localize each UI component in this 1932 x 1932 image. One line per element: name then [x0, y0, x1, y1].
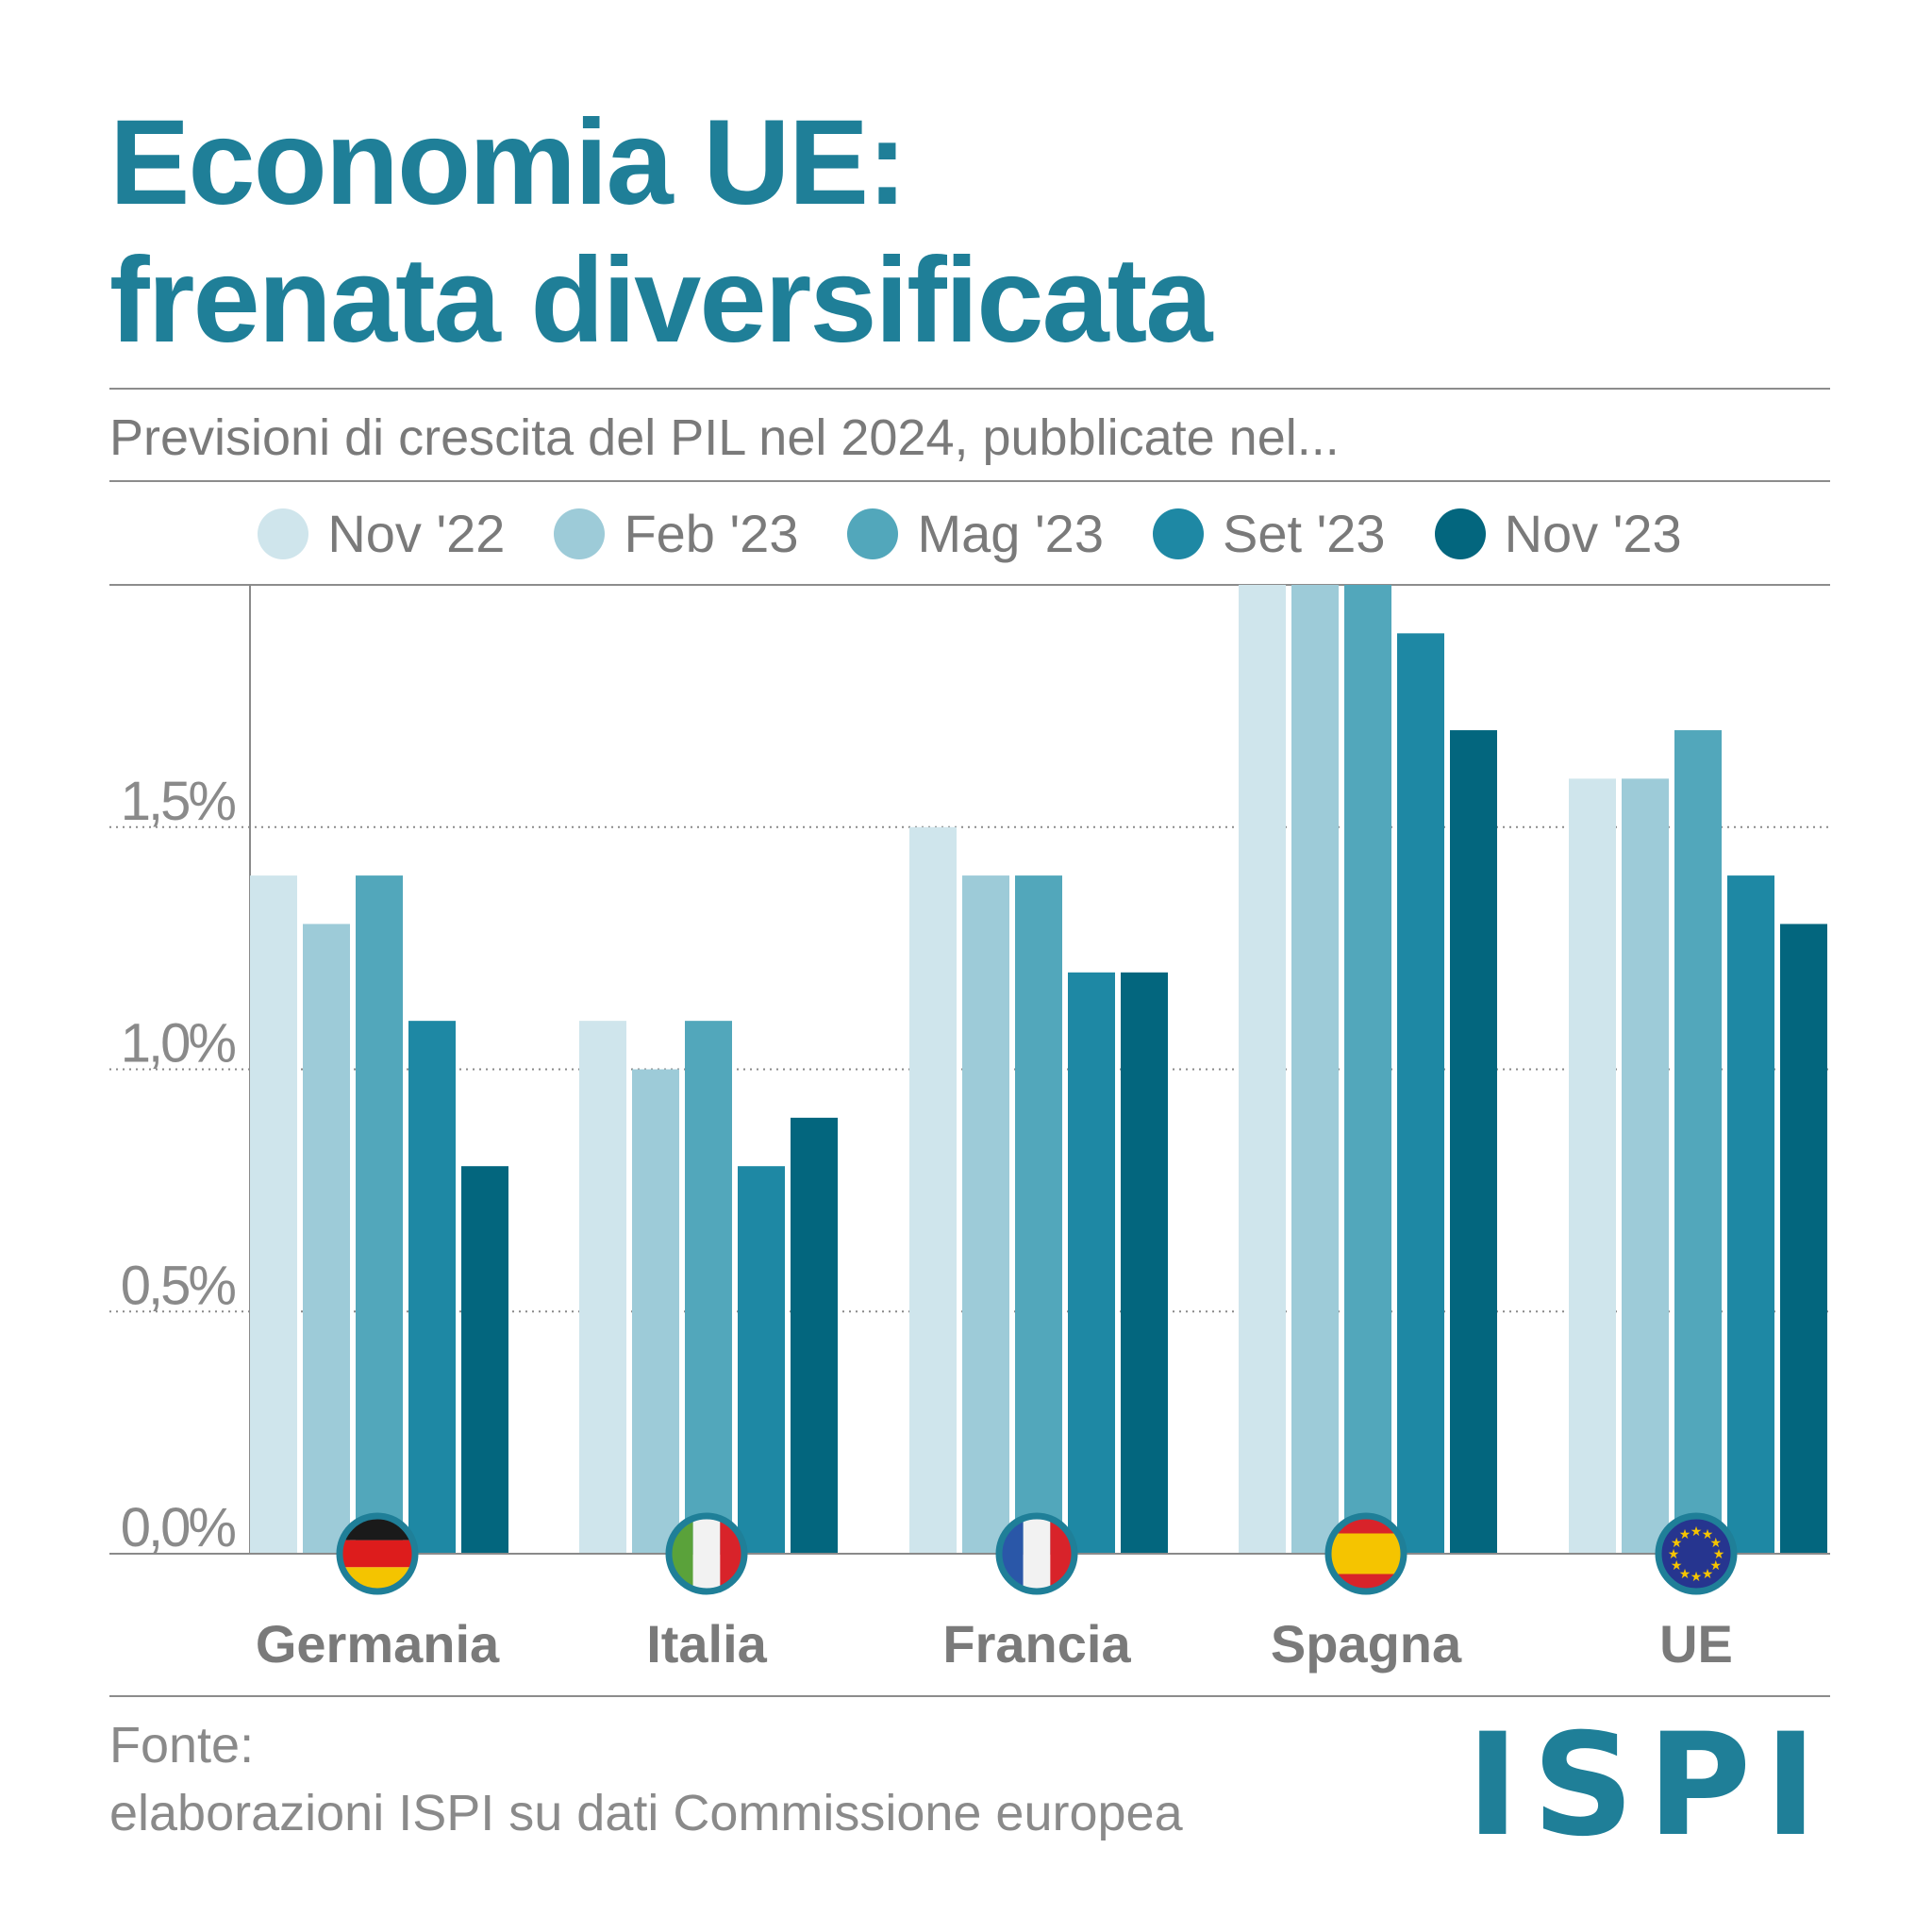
svg-text:★: ★ [1710, 1536, 1723, 1551]
svg-text:★: ★ [1679, 1527, 1691, 1542]
legend-item-mag23: Mag '23 [847, 504, 1104, 564]
bar [909, 826, 957, 1554]
category-label: Spagna [1271, 1614, 1462, 1674]
divider-subtitle [109, 480, 1830, 482]
svg-text:★: ★ [1690, 1570, 1703, 1585]
title-line-1: Economia UE: [109, 95, 908, 230]
source-label: Fonte: [109, 1717, 255, 1774]
bar [1397, 633, 1444, 1554]
legend-dot-icon [1152, 508, 1204, 559]
bar [1015, 875, 1062, 1554]
italy-flag-icon [665, 1512, 748, 1595]
legend-label: Nov '23 [1504, 504, 1682, 563]
legend-dot-icon [554, 508, 606, 559]
legend-label: Set '23 [1222, 504, 1386, 563]
y-tick-label: 1,0% [121, 1013, 236, 1074]
svg-text:★: ★ [1710, 1558, 1723, 1574]
svg-text:★: ★ [1702, 1567, 1714, 1582]
source-text: elaborazioni ISPI su dati Commissione eu… [109, 1785, 1183, 1841]
bar [1674, 730, 1722, 1554]
bar [962, 875, 1009, 1554]
svg-text:★: ★ [1671, 1536, 1683, 1551]
legend: Nov '22 Feb '23 Mag '23 Set '23 Nov '23 [109, 498, 1830, 570]
bar [1239, 585, 1286, 1554]
bar-chart: 0,0% 0,5% 1,0% 1,5% Germania Italia Francia Spa… [109, 585, 1830, 1674]
divider-top [109, 388, 1830, 390]
title-line-2: frenata diversificata [109, 233, 1212, 368]
bar [1780, 924, 1827, 1554]
bar [685, 1021, 732, 1554]
legend-dot-icon [1434, 508, 1486, 559]
svg-text:★: ★ [1690, 1524, 1703, 1540]
legend-label: Nov '22 [327, 504, 506, 563]
eu-flag-icon: ★★★★★★★★★ ★ ★★ [1655, 1512, 1738, 1595]
germany-flag-icon [336, 1512, 419, 1595]
bar [791, 1117, 838, 1554]
bar [1344, 585, 1391, 1554]
spain-flag-icon [1324, 1512, 1407, 1595]
france-flag-icon [995, 1512, 1078, 1595]
y-tick-label: 0,0% [121, 1497, 236, 1558]
bar [1291, 585, 1339, 1554]
bar [356, 875, 403, 1554]
y-tick-label: 1,5% [121, 771, 236, 832]
legend-item-set23: Set '23 [1152, 504, 1386, 564]
bar [579, 1021, 626, 1554]
bar [1450, 730, 1497, 1554]
y-tick-label: 0,5% [121, 1255, 236, 1316]
category-label: Italia [646, 1614, 767, 1674]
legend-dot-icon [258, 508, 309, 559]
ispi-logo: ISPI [1466, 1704, 1830, 1868]
legend-label: Mag '23 [917, 504, 1104, 563]
bar [408, 1021, 456, 1554]
legend-dot-icon [847, 508, 899, 559]
legend-label: Feb '23 [624, 504, 799, 563]
bar [1727, 875, 1774, 1554]
category-label: UE [1659, 1614, 1733, 1674]
bar [1622, 778, 1669, 1554]
bar [738, 1166, 785, 1554]
bar [1068, 972, 1115, 1554]
divider-legend [109, 584, 1830, 586]
svg-text:★: ★ [1668, 1547, 1680, 1562]
divider-bottom [109, 1695, 1830, 1697]
bar [250, 875, 297, 1554]
bar [1569, 778, 1616, 1554]
svg-text:★: ★ [1671, 1558, 1683, 1574]
legend-item-nov23: Nov '23 [1434, 504, 1682, 564]
svg-text:★: ★ [1679, 1567, 1691, 1582]
bar [461, 1166, 508, 1554]
bar [1121, 972, 1168, 1554]
svg-text:★: ★ [1713, 1547, 1725, 1562]
category-label: Germania [256, 1614, 500, 1674]
bar [632, 1069, 679, 1554]
chart-title: Economia UE: frenata diversificata [109, 94, 1845, 370]
legend-item-feb23: Feb '23 [554, 504, 798, 564]
category-label: Francia [942, 1614, 1131, 1674]
svg-text:★: ★ [1702, 1527, 1714, 1542]
legend-item-nov22: Nov '22 [258, 504, 505, 564]
bar [303, 924, 350, 1554]
chart-subtitle: Previsioni di crescita del PIL nel 2024,… [109, 409, 1340, 466]
